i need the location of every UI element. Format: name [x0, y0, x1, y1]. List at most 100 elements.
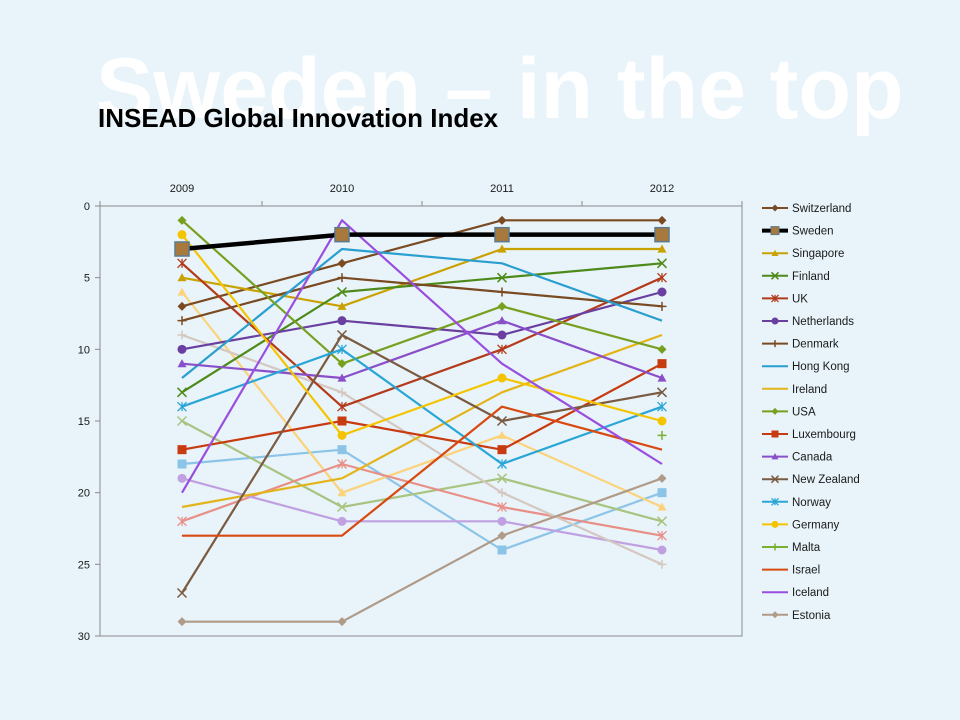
legend-label: Germany	[792, 519, 840, 531]
data-point	[657, 301, 667, 311]
legend-label: Canada	[792, 452, 833, 464]
y-tick-label: 15	[78, 416, 90, 428]
data-point	[657, 373, 667, 382]
legend-label: Singapore	[792, 248, 844, 260]
legend-label: Israel	[792, 565, 820, 577]
legend-marker	[771, 407, 779, 415]
data-point	[657, 530, 667, 541]
data-point	[177, 359, 187, 368]
x-tick-label: 2009	[170, 183, 194, 195]
chart-title: INSEAD Global Innovation Index	[98, 103, 499, 133]
legend-label: Finland	[792, 271, 830, 283]
data-point	[337, 516, 347, 526]
data-point	[657, 473, 667, 483]
legend-marker	[771, 249, 779, 256]
series-line	[182, 477, 663, 623]
series-line	[181, 291, 663, 509]
data-point	[497, 531, 507, 541]
legend-marker	[771, 520, 779, 528]
legend-label: Netherlands	[792, 316, 854, 328]
background-heading: Sweden – in the top	[96, 41, 904, 137]
data-point	[177, 459, 187, 469]
legend-label: Estonia	[792, 610, 831, 622]
data-point	[337, 430, 347, 440]
series-line	[181, 232, 662, 252]
data-point	[177, 445, 187, 455]
data-point	[336, 286, 348, 298]
data-point	[497, 516, 507, 526]
data-point	[337, 488, 347, 497]
data-point	[657, 272, 667, 283]
data-point	[497, 459, 507, 469]
y-tick-label: 10	[78, 344, 90, 356]
series-line	[181, 247, 662, 308]
legend-label: Denmark	[792, 339, 839, 351]
x-tick-label: 2012	[650, 183, 674, 195]
data-point	[337, 459, 347, 469]
legend-label: Malta	[792, 542, 821, 554]
data-point	[176, 587, 188, 599]
data-point	[657, 430, 667, 440]
data-point	[657, 559, 667, 569]
legend-label: Norway	[792, 497, 831, 509]
legend-marker	[771, 543, 779, 551]
data-point	[657, 416, 667, 426]
legend-label: Switzerland	[792, 203, 851, 215]
series-line	[181, 319, 663, 380]
y-tick-label: 5	[84, 273, 90, 285]
data-point	[337, 617, 347, 627]
data-point	[336, 501, 348, 513]
data-point	[177, 401, 187, 412]
data-point	[337, 258, 347, 268]
data-point	[337, 373, 347, 382]
data-point	[657, 215, 667, 225]
series-line	[181, 333, 663, 594]
y-tick-label: 25	[78, 559, 90, 571]
data-point	[496, 415, 508, 427]
data-point	[177, 330, 187, 340]
data-point	[337, 416, 347, 426]
legend-label: Hong Kong	[792, 361, 850, 373]
legend-marker	[771, 453, 779, 460]
data-point	[177, 215, 187, 225]
data-point	[657, 488, 667, 498]
data-point	[497, 301, 507, 311]
data-point	[337, 316, 347, 326]
legend-label: New Zealand	[792, 474, 860, 486]
data-point	[497, 430, 507, 439]
data-point	[337, 344, 347, 355]
x-tick-label: 2011	[490, 183, 514, 195]
data-point	[177, 473, 187, 483]
legend-marker	[771, 611, 779, 619]
data-point	[657, 359, 667, 369]
series-markers	[174, 215, 670, 627]
data-point	[497, 488, 507, 498]
axes: 2009 2010 2011 2012 0 5 10 15 20 25 30	[78, 183, 743, 643]
data-point	[174, 241, 190, 257]
data-point	[337, 387, 347, 397]
data-point	[654, 226, 670, 243]
x-tick-label: 2010	[330, 183, 354, 195]
y-tick-label: 30	[78, 631, 90, 643]
legend-marker	[770, 475, 780, 484]
legend-marker	[770, 226, 780, 236]
data-point	[497, 344, 507, 355]
series-line	[181, 477, 663, 552]
legend-label: Ireland	[792, 384, 827, 396]
legend-label: Iceland	[792, 587, 829, 599]
y-tick-label: 20	[78, 488, 90, 500]
series-line	[181, 219, 663, 365]
data-point	[656, 387, 668, 398]
data-point	[177, 617, 187, 627]
data-point	[337, 273, 347, 283]
data-point	[657, 502, 667, 511]
legend-marker	[771, 497, 779, 506]
data-point	[176, 387, 188, 398]
legend-label: USA	[792, 406, 816, 418]
legend-marker	[771, 294, 779, 303]
data-point	[497, 330, 507, 340]
data-point	[497, 502, 507, 512]
data-point	[337, 401, 347, 412]
data-point	[497, 373, 507, 383]
